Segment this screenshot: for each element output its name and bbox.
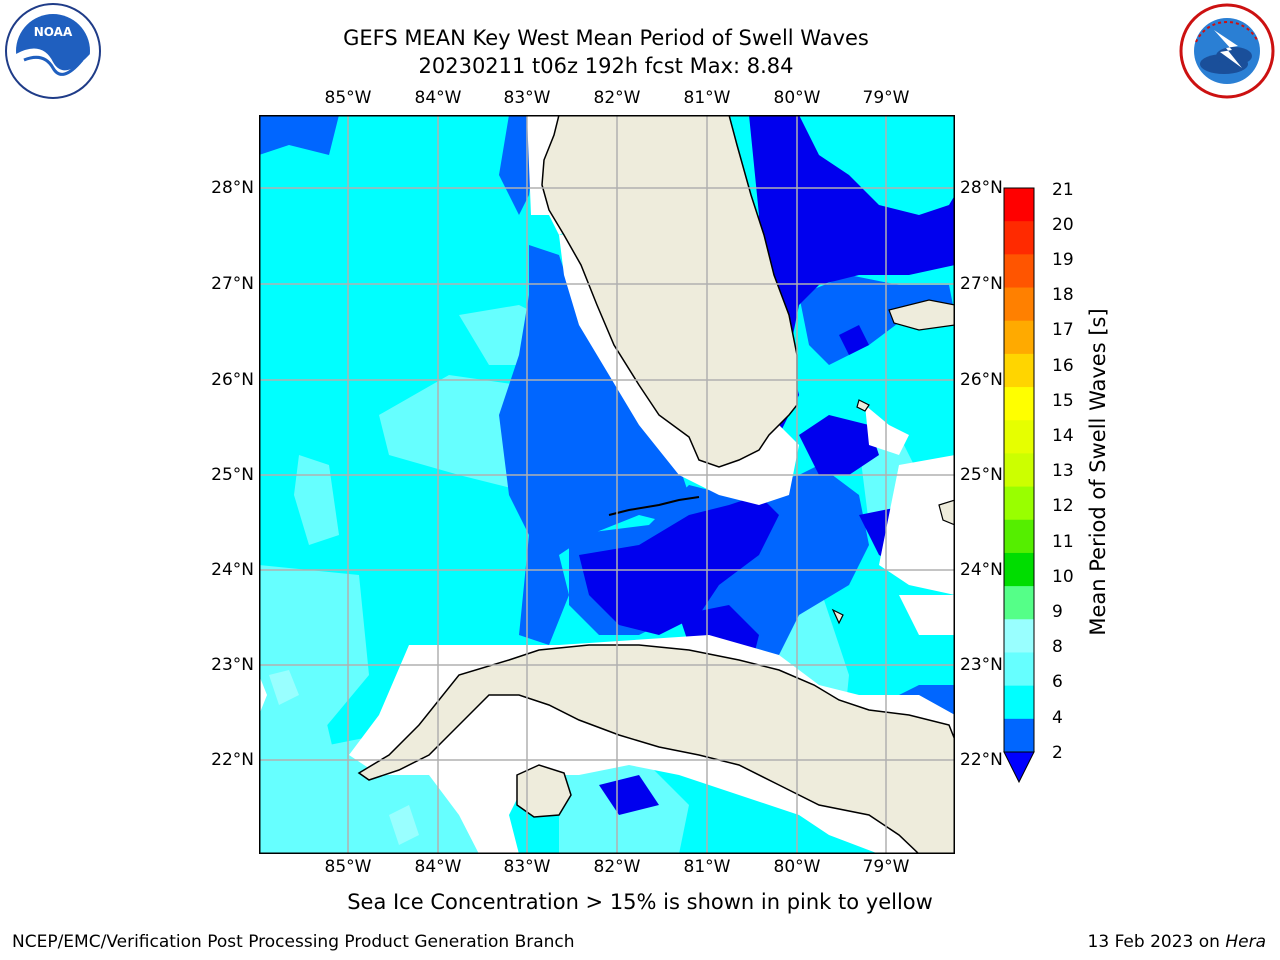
bahamas-islands <box>831 299 955 625</box>
footer-host: Hera <box>1225 932 1266 952</box>
colorbar-band <box>1004 619 1034 653</box>
colorbar-tick-label: 15 <box>1052 391 1074 411</box>
colorbar-band <box>1004 387 1034 421</box>
lat-tick-label: 25°N <box>960 465 1003 485</box>
lat-tick-label: 28°N <box>960 178 1003 198</box>
colorbar-label: Mean Period of Swell Waves [s] <box>1086 308 1110 636</box>
colorbar-bands <box>1004 188 1034 753</box>
nws-logo <box>1179 3 1275 99</box>
colorbar-tick-label: 19 <box>1052 250 1074 270</box>
colorbar-tick-label: 8 <box>1052 637 1063 657</box>
colorbar-tick-label: 14 <box>1052 426 1074 446</box>
colorbar-tick-label: 21 <box>1052 180 1074 200</box>
lat-tick-label: 22°N <box>960 750 1003 770</box>
lon-tick-label: 79°W <box>862 88 910 108</box>
lon-tick-label: 82°W <box>593 88 641 108</box>
colorbar-band <box>1004 221 1034 255</box>
footer-date-text: 13 Feb 2023 on <box>1087 932 1226 952</box>
lat-tick-label: 23°N <box>960 655 1003 675</box>
lat-tick-label: 27°N <box>211 274 254 294</box>
colorbar-band <box>1004 519 1034 554</box>
colorbar-band <box>1004 320 1034 355</box>
colorbar-tick-label: 9 <box>1052 602 1063 622</box>
colorbar-band <box>1004 353 1034 388</box>
lon-tick-label: 84°W <box>414 88 462 108</box>
swell-period-map <box>259 115 955 854</box>
colorbar-band <box>1004 254 1034 289</box>
map-gridlines <box>259 115 955 854</box>
lat-tick-label: 24°N <box>211 560 254 580</box>
noaa-logo-text: NOAA <box>34 25 73 39</box>
lon-tick-label: 81°W <box>683 857 731 877</box>
colorbar-band <box>1004 188 1034 222</box>
colorbar-tick-label: 20 <box>1052 215 1074 235</box>
colorbar-tick-label: 17 <box>1052 320 1074 340</box>
lon-tick-label: 79°W <box>862 857 910 877</box>
lon-tick-label: 83°W <box>503 857 551 877</box>
footer-credit: NCEP/EMC/Verification Post Processing Pr… <box>12 932 575 952</box>
colorbar-band <box>1004 420 1034 454</box>
footer-date: 13 Feb 2023 on Hera <box>1088 932 1266 952</box>
colorbar-band <box>1004 287 1034 322</box>
colorbar-band <box>1004 718 1034 753</box>
lon-tick-label: 85°W <box>324 88 372 108</box>
lon-tick-label: 80°W <box>773 857 821 877</box>
florida-keys <box>608 496 700 516</box>
lat-tick-label: 26°N <box>211 370 254 390</box>
lon-tick-label: 82°W <box>593 857 641 877</box>
colorbar-band <box>1004 552 1034 587</box>
lon-tick-label: 81°W <box>683 88 731 108</box>
chart-title-line2: 20230211 t06z 192h fcst Max: 8.84 <box>418 54 794 78</box>
chart-title-line1: GEFS MEAN Key West Mean Period of Swell … <box>343 26 869 50</box>
lat-tick-label: 26°N <box>960 370 1003 390</box>
lon-tick-label: 83°W <box>503 88 551 108</box>
lon-tick-label: 84°W <box>414 857 462 877</box>
lat-tick-label: 24°N <box>960 560 1003 580</box>
noaa-logo: NOAA <box>5 3 101 99</box>
isle-of-youth-land <box>516 764 572 818</box>
colorbar-tick-label: 2 <box>1052 743 1063 763</box>
colorbar <box>1003 187 1035 784</box>
cuba-land <box>357 644 955 854</box>
florida-land <box>541 115 798 468</box>
lat-tick-label: 27°N <box>960 274 1003 294</box>
colorbar-tick-label: 18 <box>1052 285 1074 305</box>
colorbar-band <box>1004 685 1034 720</box>
colorbar-tick-label: 13 <box>1052 461 1074 481</box>
lon-tick-label: 85°W <box>324 857 372 877</box>
map-frame <box>259 115 955 854</box>
colorbar-tick-label: 12 <box>1052 496 1074 516</box>
colorbar-band <box>1004 486 1034 521</box>
lon-tick-label: 80°W <box>773 88 821 108</box>
lat-tick-label: 25°N <box>211 465 254 485</box>
colorbar-under-arrow <box>1003 751 1035 784</box>
colorbar-tick-label: 6 <box>1052 672 1063 692</box>
colorbar-tick-label: 10 <box>1052 567 1074 587</box>
colorbar-frame <box>1003 187 1035 753</box>
colorbar-tick-label: 16 <box>1052 356 1074 376</box>
lat-tick-label: 28°N <box>211 178 254 198</box>
colorbar-tick-label: 4 <box>1052 708 1063 728</box>
colorbar-band <box>1004 652 1034 687</box>
colorbar-band <box>1004 453 1034 488</box>
colorbar-tick-label: 11 <box>1052 532 1074 552</box>
lat-tick-label: 22°N <box>211 750 254 770</box>
lat-tick-label: 23°N <box>211 655 254 675</box>
sea-ice-caption: Sea Ice Concentration > 15% is shown in … <box>347 890 933 914</box>
colorbar-band <box>1004 586 1034 620</box>
